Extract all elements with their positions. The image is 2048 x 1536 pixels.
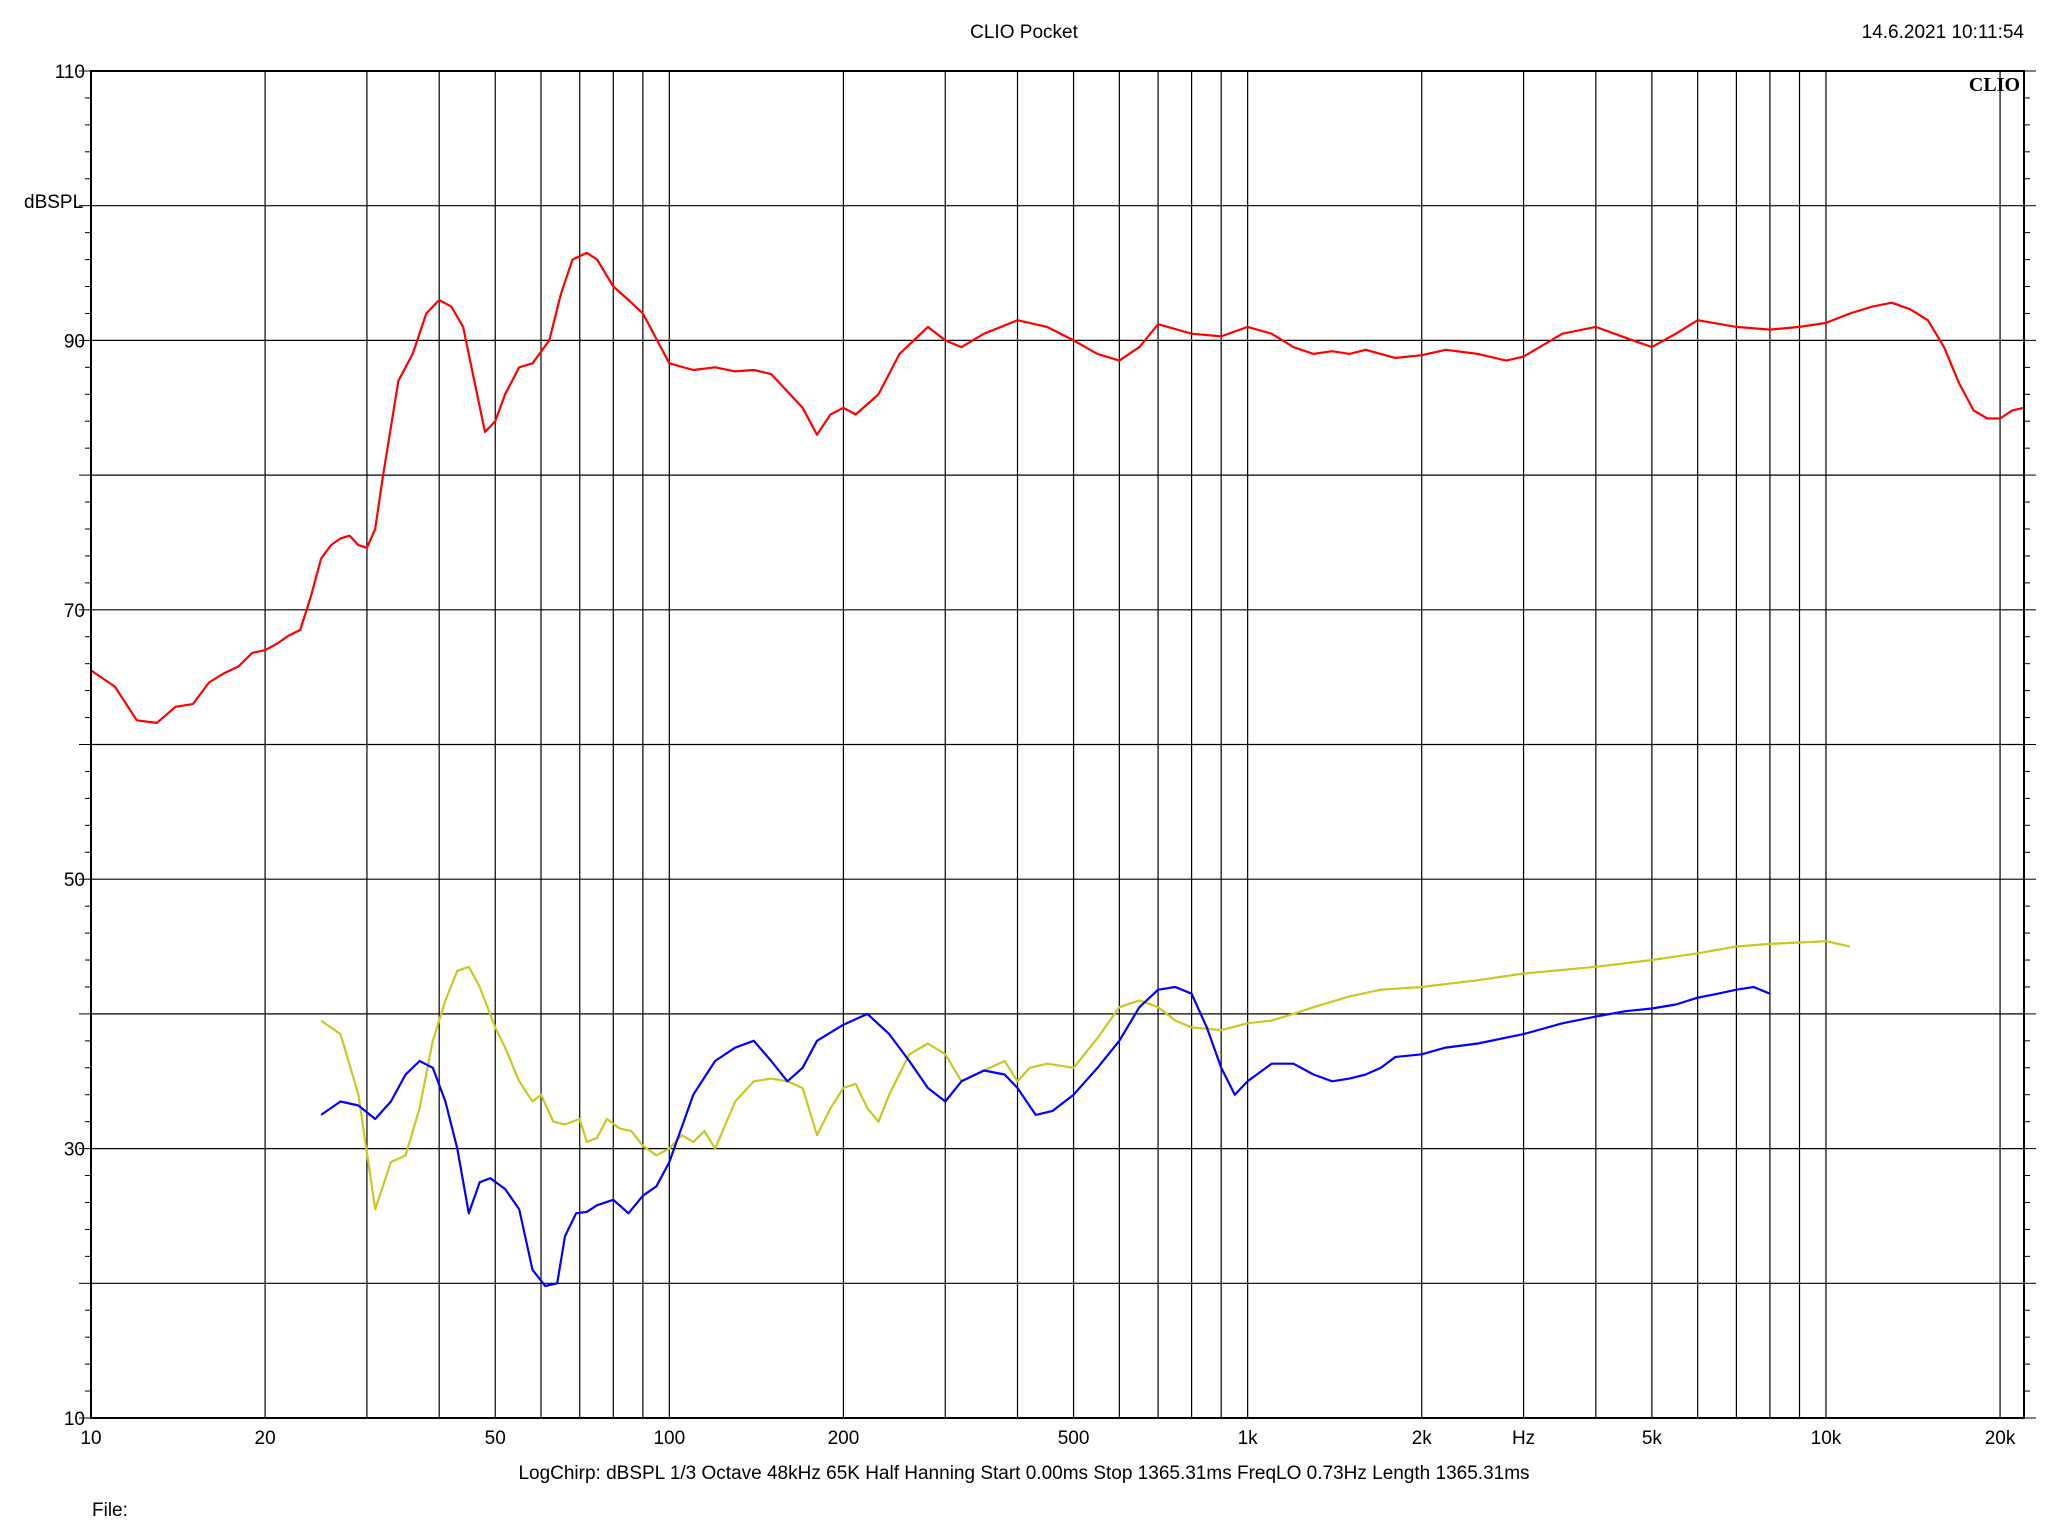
y-tick-label: 10	[64, 1409, 85, 1430]
grid	[79, 70, 2036, 1419]
x-tick-label: 1k	[1238, 1428, 1259, 1449]
y-tick-label: 70	[64, 601, 85, 622]
y-tick-label: 90	[64, 331, 85, 352]
clio-logo: CLIO	[1969, 74, 2020, 96]
plot-frame	[90, 70, 2025, 1419]
y-axis-label: dBSPL	[24, 192, 84, 213]
x-tick-label: 100	[653, 1428, 685, 1449]
x-tick-label: 5k	[1642, 1428, 1663, 1449]
traces	[90, 251, 2025, 1288]
y-tick-label: 110	[55, 62, 85, 83]
file-label: File:	[92, 1500, 128, 1521]
trace-2	[320, 940, 1851, 1211]
x-tick-label: 10k	[1811, 1428, 1842, 1449]
x-tick-label: 50	[485, 1428, 506, 1449]
measurement-settings: LogChirp: dBSPL 1/3 Octave 48kHz 65K Hal…	[518, 1463, 1530, 1484]
trace-1	[90, 251, 2025, 724]
chart-title: CLIO Pocket	[970, 22, 1078, 43]
x-tick-label: 500	[1058, 1428, 1090, 1449]
x-tick-label: 2k	[1412, 1428, 1433, 1449]
x-tick-label: 10	[80, 1428, 101, 1449]
timestamp: 14.6.2021 10:11:54	[1861, 22, 2024, 43]
y-tick-label: 30	[64, 1140, 85, 1161]
y-tick-label: 50	[64, 870, 85, 891]
trace-3	[320, 985, 1771, 1288]
x-tick-label: 200	[828, 1428, 860, 1449]
x-axis-label: Hz	[1512, 1428, 1535, 1449]
x-tick-label: 20	[255, 1428, 276, 1449]
x-tick-label: 20k	[1985, 1428, 2016, 1449]
